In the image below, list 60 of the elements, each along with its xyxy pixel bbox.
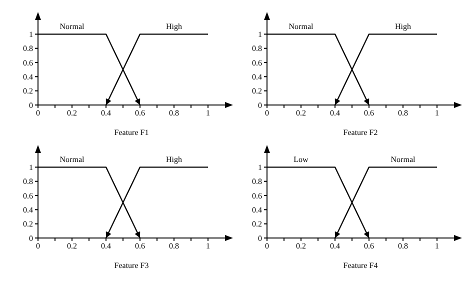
x-tick-label: 0.4 xyxy=(330,108,340,118)
x-axis-title: Feature F1 xyxy=(114,128,149,137)
y-tick-label: 0.8 xyxy=(252,177,262,186)
series-label: Normal xyxy=(288,22,314,32)
x-axis-title: Feature F4 xyxy=(343,261,378,270)
x-tick-label: 0 xyxy=(265,242,269,251)
y-tick-label: 0.2 xyxy=(23,86,33,96)
x-tick-label: 0.2 xyxy=(67,108,77,118)
x-axis-title: Feature F3 xyxy=(114,261,149,270)
x-tick-label: 0.6 xyxy=(135,242,145,251)
y-tick-label: 0.6 xyxy=(23,191,33,200)
y-tick-label: 0.8 xyxy=(23,177,33,186)
series-label: Low xyxy=(294,155,309,164)
x-tick-label: 1 xyxy=(206,108,210,118)
y-tick-label: 1 xyxy=(258,163,262,172)
x-tick-label: 0.4 xyxy=(101,108,111,118)
x-tick-label: 0.8 xyxy=(169,108,179,118)
series-label: Normal xyxy=(60,155,85,164)
y-tick-label: 0.6 xyxy=(252,191,262,200)
series-label: High xyxy=(166,155,182,164)
y-tick-label: 0.8 xyxy=(23,44,33,54)
series-label: Normal xyxy=(60,22,85,32)
y-tick-label: 0.4 xyxy=(252,72,262,82)
x-tick-label: 0.8 xyxy=(398,108,408,118)
y-tick-label: 0.6 xyxy=(23,58,33,68)
x-tick-label: 0.2 xyxy=(296,242,306,251)
y-tick-label: 1 xyxy=(29,30,33,40)
x-tick-label: 0.2 xyxy=(67,242,77,251)
y-tick-label: 0.2 xyxy=(252,220,262,229)
x-tick-label: 0.4 xyxy=(330,242,340,251)
y-tick-label: 0 xyxy=(29,234,33,243)
x-tick-label: 0.6 xyxy=(135,108,145,118)
y-tick-label: 0 xyxy=(258,234,262,243)
x-tick-label: 0.8 xyxy=(398,242,408,251)
x-tick-label: 0.6 xyxy=(364,242,374,251)
y-tick-label: 0.8 xyxy=(252,44,262,54)
y-tick-label: 0.4 xyxy=(252,206,262,215)
x-tick-label: 0 xyxy=(36,108,40,118)
x-tick-label: 0.2 xyxy=(296,108,306,118)
series-label: High xyxy=(395,22,411,32)
y-tick-label: 0.2 xyxy=(252,86,262,96)
x-tick-label: 1 xyxy=(435,242,439,251)
x-axis-title: Feature F2 xyxy=(343,128,378,137)
series-label: High xyxy=(166,22,182,32)
y-tick-label: 0.2 xyxy=(23,220,33,229)
y-tick-label: 0 xyxy=(258,100,262,110)
y-tick-label: 0 xyxy=(29,100,33,110)
x-tick-label: 1 xyxy=(206,242,210,251)
y-tick-label: 0.4 xyxy=(23,206,33,215)
x-tick-label: 1 xyxy=(435,108,439,118)
x-tick-label: 0 xyxy=(36,242,40,251)
x-tick-label: 0 xyxy=(265,108,269,118)
y-tick-label: 1 xyxy=(258,30,262,40)
y-tick-label: 1 xyxy=(29,163,33,172)
x-tick-label: 0.8 xyxy=(169,242,179,251)
y-tick-label: 0.4 xyxy=(23,72,33,82)
x-tick-label: 0.4 xyxy=(101,242,111,251)
series-label: Normal xyxy=(390,155,416,164)
y-tick-label: 0.6 xyxy=(252,58,262,68)
x-tick-label: 0.6 xyxy=(364,108,374,118)
